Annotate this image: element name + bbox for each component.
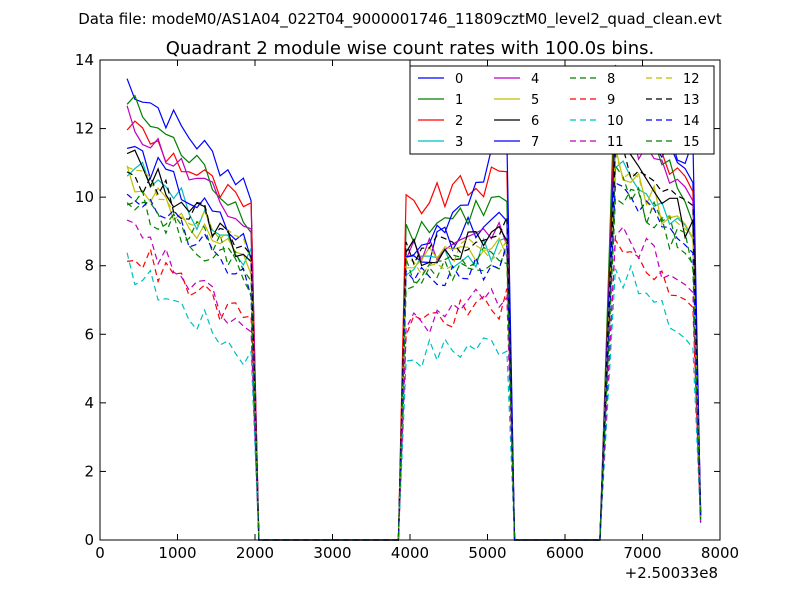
y-tick-label: 10 — [75, 188, 94, 206]
x-tick-label: 2000 — [236, 544, 274, 562]
series-line-11 — [126, 219, 702, 541]
suptitle: Data file: modeM0/AS1A04_022T04_90000017… — [78, 10, 722, 29]
series-layer — [126, 64, 702, 541]
y-tick-label: 2 — [84, 462, 94, 480]
legend-label-8: 8 — [607, 72, 615, 87]
legend-label-9: 9 — [607, 93, 615, 108]
series-line-6 — [126, 137, 702, 541]
legend-label-10: 10 — [607, 114, 624, 129]
series-line-15 — [126, 188, 702, 541]
x-tick-label: 7000 — [623, 544, 661, 562]
chart-title: Quadrant 2 module wise count rates with … — [166, 38, 655, 59]
legend-label-11: 11 — [607, 135, 624, 150]
legend-label-5: 5 — [531, 93, 539, 108]
series-line-14 — [126, 182, 702, 541]
series-line-4 — [126, 105, 702, 541]
legend-label-2: 2 — [455, 114, 463, 129]
x-tick-label: 0 — [95, 544, 105, 562]
x-tick-label: 8000 — [701, 544, 739, 562]
legend-box — [409, 65, 715, 155]
x-tick-label: 4000 — [391, 544, 429, 562]
legend-label-6: 6 — [531, 114, 539, 129]
x-offset-label: +2.50033e8 — [625, 564, 718, 582]
legend-label-1: 1 — [455, 93, 463, 108]
legend-label-15: 15 — [683, 135, 700, 150]
series-line-13 — [126, 146, 702, 541]
series-line-10 — [126, 252, 702, 541]
series-line-9 — [127, 237, 702, 541]
ticks-layer: 0 1000 2000 3000 4000 5000 6000 7000 80000246810… — [75, 51, 739, 562]
y-tick-label: 0 — [84, 531, 94, 549]
x-tick-label: 3000 — [313, 544, 351, 562]
y-tick-label: 12 — [75, 120, 94, 138]
legend-label-0: 0 — [455, 72, 463, 87]
y-tick-label: 14 — [75, 51, 94, 69]
legend-label-12: 12 — [683, 72, 700, 87]
legend-label-3: 3 — [455, 135, 463, 150]
x-tick-label: 5000 — [468, 544, 506, 562]
y-tick-label: 4 — [84, 394, 94, 412]
x-tick-label: 6000 — [546, 544, 584, 562]
legend-label-14: 14 — [683, 114, 700, 129]
x-tick-label: 1000 — [158, 544, 196, 562]
legend-label-4: 4 — [531, 72, 539, 87]
legend-label-13: 13 — [683, 93, 700, 108]
series-line-12 — [126, 152, 702, 541]
y-tick-label: 8 — [84, 257, 94, 275]
legend-label-7: 7 — [531, 135, 539, 150]
y-tick-label: 6 — [84, 325, 94, 343]
